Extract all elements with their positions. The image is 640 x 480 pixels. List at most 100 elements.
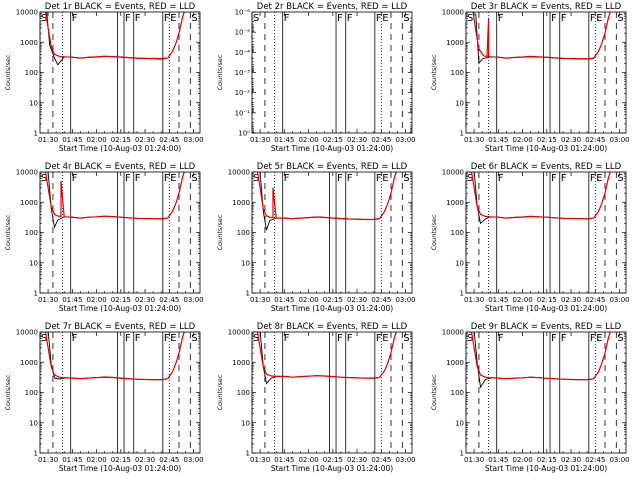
marker-label: F xyxy=(284,173,290,184)
events-series-line xyxy=(47,332,167,381)
y-tick-label: 10000 xyxy=(16,169,38,177)
y-tick-label: 10000 xyxy=(442,9,464,17)
marker-label: S xyxy=(253,13,259,24)
marker-label: F xyxy=(590,173,596,184)
y-tick-label: 1000 xyxy=(20,199,38,207)
x-axis-label: Start Time (10-Aug-03 01:24:00) xyxy=(485,144,607,153)
x-tick-label: 02:45 xyxy=(159,136,179,144)
x-tick-label: 02:15 xyxy=(111,296,131,304)
events-series-line xyxy=(259,172,379,231)
marker-label: E xyxy=(596,333,602,344)
y-axis-label: Counts/sec xyxy=(430,214,438,250)
marker-label: S xyxy=(403,13,409,24)
marker-label: F xyxy=(135,173,141,184)
x-tick-label: 02:15 xyxy=(537,296,557,304)
lld-series-line xyxy=(470,332,611,381)
x-tick-label: 02:45 xyxy=(371,136,391,144)
y-tick-label: 10⁻⁴ xyxy=(235,49,251,57)
marker-label: F xyxy=(72,333,78,344)
x-tick-label: 02:30 xyxy=(135,296,155,304)
marker-label: F xyxy=(125,13,131,24)
marker-label: F xyxy=(551,333,557,344)
x-tick-label: 01:30 xyxy=(38,456,58,464)
x-tick-label: 02:15 xyxy=(537,456,557,464)
marker-label: F xyxy=(376,13,382,24)
marker-label: S xyxy=(467,13,473,24)
y-tick-label: 10000 xyxy=(228,329,250,337)
panel-title: Det 4r BLACK = Events, RED = LLD xyxy=(45,162,196,172)
y-tick-label: 1 xyxy=(34,130,38,138)
marker-label: F xyxy=(135,13,141,24)
y-tick-label: 1 xyxy=(246,290,250,298)
x-tick-label: 02:15 xyxy=(323,136,343,144)
panel-title: Det 9r BLACK = Events, RED = LLD xyxy=(471,322,622,332)
x-tick-label: 01:30 xyxy=(38,296,58,304)
marker-label: F xyxy=(337,173,343,184)
marker-label: F xyxy=(551,13,557,24)
marker-label: S xyxy=(467,173,473,184)
panel-title: Det 6r BLACK = Events, RED = LLD xyxy=(471,162,622,172)
x-axis-label: Start Time (10-Aug-03 01:24:00) xyxy=(271,304,393,313)
x-tick-label: 01:30 xyxy=(250,296,270,304)
x-tick-label: 02:00 xyxy=(512,296,532,304)
x-tick-label: 03:00 xyxy=(395,296,415,304)
marker-label: F xyxy=(498,333,504,344)
plot-frame xyxy=(465,331,627,454)
y-tick-label: 100 xyxy=(237,389,250,397)
marker-label: S xyxy=(191,13,197,24)
x-tick-label: 02:00 xyxy=(512,136,532,144)
marker-label: S xyxy=(191,173,197,184)
y-tick-label: 1 xyxy=(460,450,464,458)
lld-series-line xyxy=(256,332,397,379)
y-axis-label: Counts/sec xyxy=(4,374,12,410)
marker-label: F xyxy=(125,173,131,184)
y-tick-label: 1 xyxy=(460,290,464,298)
marker-label: F xyxy=(72,13,78,24)
x-tick-label: 03:00 xyxy=(395,456,415,464)
marker-label: F xyxy=(590,333,596,344)
y-axis-label: Counts/sec xyxy=(4,54,12,90)
marker-label: F xyxy=(376,333,382,344)
x-tick-label: 03:00 xyxy=(183,296,203,304)
marker-label: S xyxy=(403,173,409,184)
x-tick-label: 02:45 xyxy=(159,296,179,304)
y-tick-label: 100 xyxy=(451,69,464,77)
y-tick-label: 10 xyxy=(29,259,38,267)
x-tick-label: 02:45 xyxy=(371,456,391,464)
marker-label: F xyxy=(347,333,353,344)
x-tick-label: 02:15 xyxy=(323,456,343,464)
x-tick-label: 02:00 xyxy=(298,456,318,464)
x-tick-label: 02:30 xyxy=(347,296,367,304)
x-tick-label: 01:45 xyxy=(62,456,82,464)
panel-title: Det 1r BLACK = Events, RED = LLD xyxy=(45,2,196,12)
y-axis-label: Counts/sec xyxy=(216,54,224,90)
panel-title: Det 8r BLACK = Events, RED = LLD xyxy=(257,322,408,332)
x-tick-label: 02:45 xyxy=(585,296,605,304)
y-tick-label: 10 xyxy=(455,419,464,427)
marker-label: F xyxy=(347,173,353,184)
plot-frame xyxy=(465,11,627,134)
marker-label: E xyxy=(382,173,388,184)
x-tick-label: 02:15 xyxy=(111,456,131,464)
x-tick-label: 01:30 xyxy=(38,136,58,144)
x-tick-label: 02:15 xyxy=(111,136,131,144)
marker-label: F xyxy=(561,173,567,184)
marker-label: F xyxy=(284,13,290,24)
lld-series-line xyxy=(44,12,185,60)
x-axis-label: Start Time (10-Aug-03 01:24:00) xyxy=(59,304,181,313)
x-tick-label: 02:30 xyxy=(561,136,581,144)
plot-frame xyxy=(251,11,413,134)
marker-label: F xyxy=(284,333,290,344)
y-tick-label: 10⁻⁵ xyxy=(235,29,251,37)
x-tick-label: 01:30 xyxy=(464,456,484,464)
x-tick-label: 02:45 xyxy=(585,456,605,464)
y-tick-label: 1 xyxy=(34,450,38,458)
x-tick-label: 02:30 xyxy=(561,456,581,464)
x-tick-label: 02:00 xyxy=(86,136,106,144)
x-tick-label: 02:45 xyxy=(585,136,605,144)
